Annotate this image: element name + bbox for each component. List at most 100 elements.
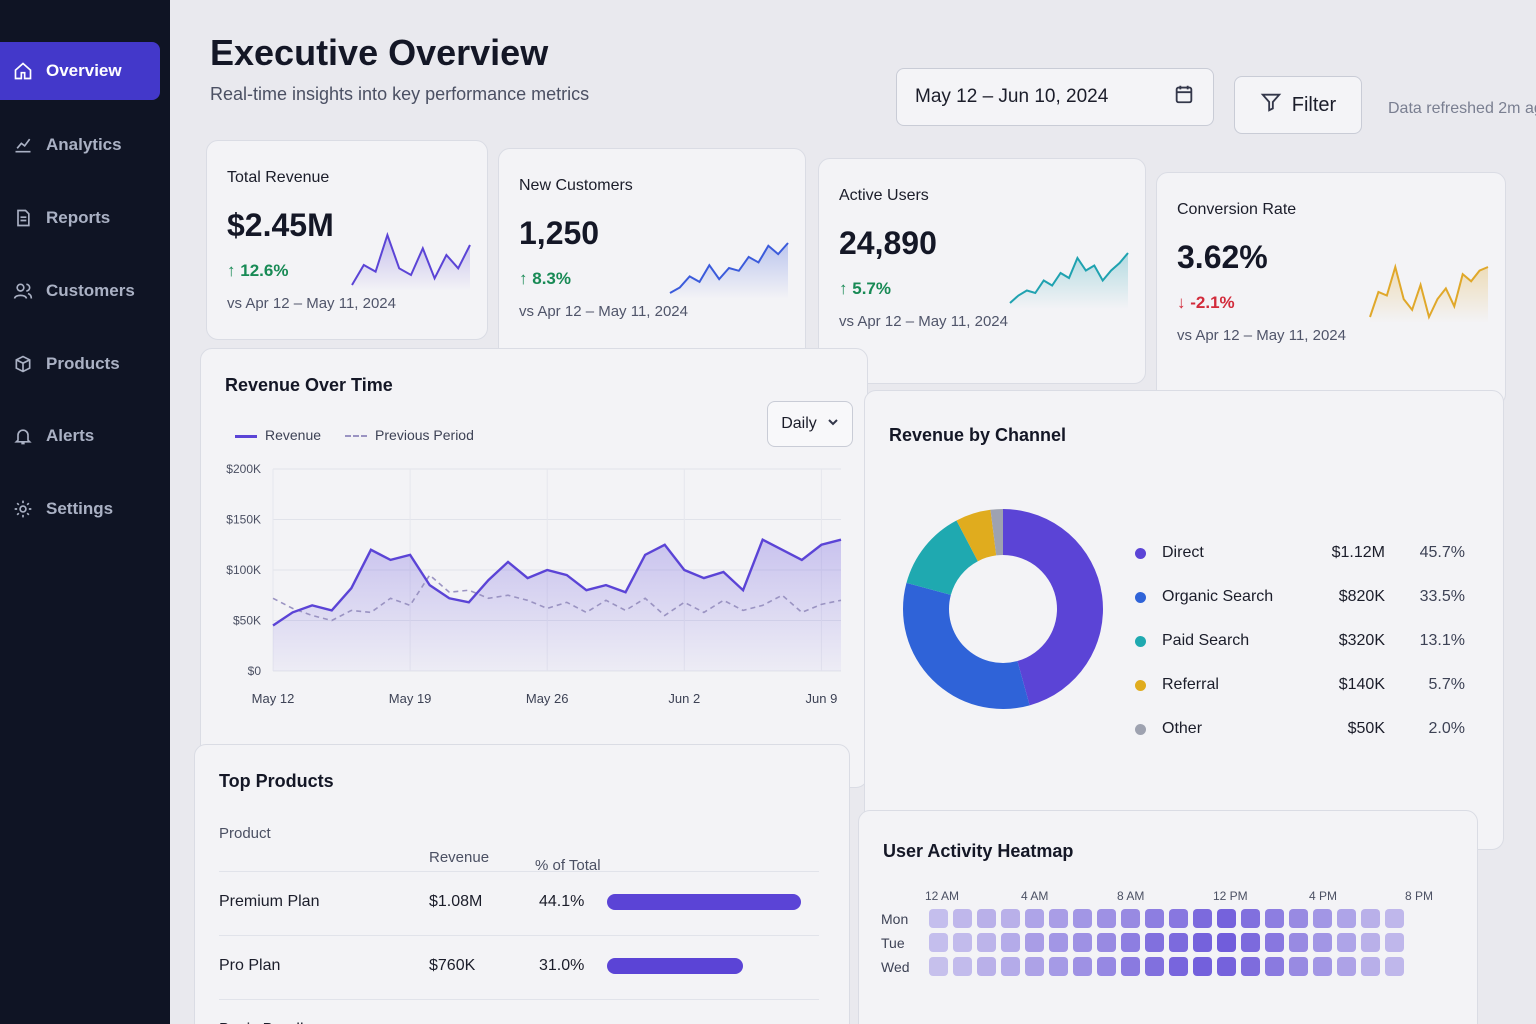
heatmap-cell[interactable] xyxy=(1193,909,1212,928)
sidebar-item-customers[interactable]: Customers xyxy=(0,262,160,320)
heatmap-cell[interactable] xyxy=(1169,957,1188,976)
heatmap-cell[interactable] xyxy=(1169,909,1188,928)
heatmap-cell[interactable] xyxy=(953,909,972,928)
heatmap-hour-label: 8 PM xyxy=(1405,889,1434,903)
heatmap-cell[interactable] xyxy=(1121,933,1140,952)
heatmap-cell[interactable] xyxy=(1145,933,1164,952)
table-row[interactable]: Pro Plan $760K 31.0% xyxy=(219,935,819,995)
heatmap-cell[interactable] xyxy=(1097,957,1116,976)
heatmap-cell[interactable] xyxy=(1265,909,1284,928)
heatmap-cell[interactable] xyxy=(953,933,972,952)
channel-row-organic-search: Organic Search $820K 33.5% xyxy=(1135,575,1465,619)
granularity-select[interactable]: Daily xyxy=(767,401,853,447)
heatmap-cell[interactable] xyxy=(977,957,996,976)
filter-button[interactable]: Filter xyxy=(1234,76,1362,134)
granularity-value: Daily xyxy=(781,415,817,432)
pie-slice-referral xyxy=(956,509,997,562)
heatmap-cell[interactable] xyxy=(929,909,948,928)
revenue-over-time-card: Revenue Over Time Revenue Previous Perio… xyxy=(200,348,868,788)
heatmap-cell[interactable] xyxy=(1385,909,1404,928)
sidebar-item-settings[interactable]: Settings xyxy=(0,480,160,538)
heatmap-cell[interactable] xyxy=(1289,933,1308,952)
y-tick-label: $100K xyxy=(226,563,261,577)
heatmap-cell[interactable] xyxy=(1145,909,1164,928)
kpi-value: 24,890 xyxy=(839,225,937,261)
heatmap-cell[interactable] xyxy=(1049,957,1068,976)
product-revenue: $1.08M xyxy=(429,892,483,910)
kpi-sparkline xyxy=(351,231,471,291)
sidebar-item-analytics[interactable]: Analytics xyxy=(0,116,160,174)
heatmap-cell[interactable] xyxy=(1265,957,1284,976)
heatmap-cell[interactable] xyxy=(1337,933,1356,952)
heatmap-cell[interactable] xyxy=(1025,909,1044,928)
heatmap-cell[interactable] xyxy=(1073,909,1092,928)
heatmap-cell[interactable] xyxy=(1073,933,1092,952)
sidebar-item-label: Customers xyxy=(46,281,135,300)
heatmap-cell[interactable] xyxy=(1361,909,1380,928)
heatmap-cell[interactable] xyxy=(1217,957,1236,976)
heatmap-cell[interactable] xyxy=(1073,957,1092,976)
heatmap-cell[interactable] xyxy=(1049,933,1068,952)
heatmap-cell[interactable] xyxy=(1025,957,1044,976)
heatmap-cell[interactable] xyxy=(977,933,996,952)
heatmap-cell[interactable] xyxy=(1145,957,1164,976)
heatmap-cell[interactable] xyxy=(1097,933,1116,952)
heatmap-cell[interactable] xyxy=(1001,933,1020,952)
revenue-by-channel-card: Revenue by Channel Direct $1.12M 45.7% Orga… xyxy=(864,390,1504,850)
users-icon xyxy=(12,280,34,302)
channel-legend-table: Direct $1.12M 45.7% Organic Search $820K 33.5… xyxy=(1135,531,1465,751)
pie-slice-organic-search xyxy=(903,582,1030,709)
heatmap-cell[interactable] xyxy=(1361,933,1380,952)
heatmap-cell[interactable] xyxy=(1241,957,1260,976)
table-row[interactable]: Premium Plan $1.08M 44.1% xyxy=(219,871,819,931)
heatmap-cell[interactable] xyxy=(1385,957,1404,976)
heatmap-cell[interactable] xyxy=(1121,957,1140,976)
heatmap-cell[interactable] xyxy=(1097,909,1116,928)
heatmap-cell[interactable] xyxy=(1313,909,1332,928)
heatmap-cell[interactable] xyxy=(1193,933,1212,952)
heatmap-cell[interactable] xyxy=(1217,933,1236,952)
heatmap-cell[interactable] xyxy=(1337,957,1356,976)
top-products-card: Top Products Product Revenue % of Total … xyxy=(194,744,850,1024)
sidebar-item-alerts[interactable]: Alerts xyxy=(0,407,160,465)
heatmap-cell[interactable] xyxy=(953,957,972,976)
pie-slice-paid-search xyxy=(906,520,978,595)
heatmap-cell[interactable] xyxy=(1001,909,1020,928)
sidebar-item-reports[interactable]: Reports xyxy=(0,189,160,247)
heatmap-cell[interactable] xyxy=(1289,957,1308,976)
sidebar-item-overview[interactable]: Overview xyxy=(0,42,160,100)
heatmap-hour-label: 12 AM xyxy=(925,889,960,903)
heatmap-cell[interactable] xyxy=(929,957,948,976)
heatmap-cell[interactable] xyxy=(1169,933,1188,952)
box-icon xyxy=(12,353,34,375)
heatmap-cell[interactable] xyxy=(1385,933,1404,952)
heatmap-cell[interactable] xyxy=(1121,909,1140,928)
sidebar-item-products[interactable]: Products xyxy=(0,335,160,393)
heatmap-cell[interactable] xyxy=(1025,933,1044,952)
channel-row-other: Other $50K 2.0% xyxy=(1135,707,1465,751)
heatmap-cell[interactable] xyxy=(1241,909,1260,928)
heatmap-cell[interactable] xyxy=(1265,933,1284,952)
heatmap-cell[interactable] xyxy=(1337,909,1356,928)
heatmap-cell[interactable] xyxy=(1241,933,1260,952)
channel-percent: 33.5% xyxy=(1419,588,1465,605)
heatmap-cell[interactable] xyxy=(1289,909,1308,928)
table-row[interactable]: Basic Bundle xyxy=(219,999,819,1024)
heatmap-cell[interactable] xyxy=(977,909,996,928)
heatmap-cell[interactable] xyxy=(1193,957,1212,976)
heatmap-cell[interactable] xyxy=(929,933,948,952)
date-range-picker[interactable]: May 12 – Jun 10, 2024 xyxy=(896,68,1214,126)
y-tick-label: $200K xyxy=(226,462,261,476)
heatmap-cell[interactable] xyxy=(1001,957,1020,976)
heatmap-cell[interactable] xyxy=(1313,933,1332,952)
heatmap-cell[interactable] xyxy=(1217,909,1236,928)
home-icon xyxy=(12,60,34,82)
legend-item-previous-period: Previous Period xyxy=(345,427,474,443)
heatmap-cell[interactable] xyxy=(1049,909,1068,928)
kpi-compare: vs Apr 12 – May 11, 2024 xyxy=(1177,327,1346,344)
heatmap-cell[interactable] xyxy=(1313,957,1332,976)
arrow-down-icon: ↓ xyxy=(1177,293,1191,312)
chart-legend: Revenue Previous Period xyxy=(235,427,474,443)
heatmap-cell[interactable] xyxy=(1361,957,1380,976)
kpi-label: Total Revenue xyxy=(227,169,330,186)
